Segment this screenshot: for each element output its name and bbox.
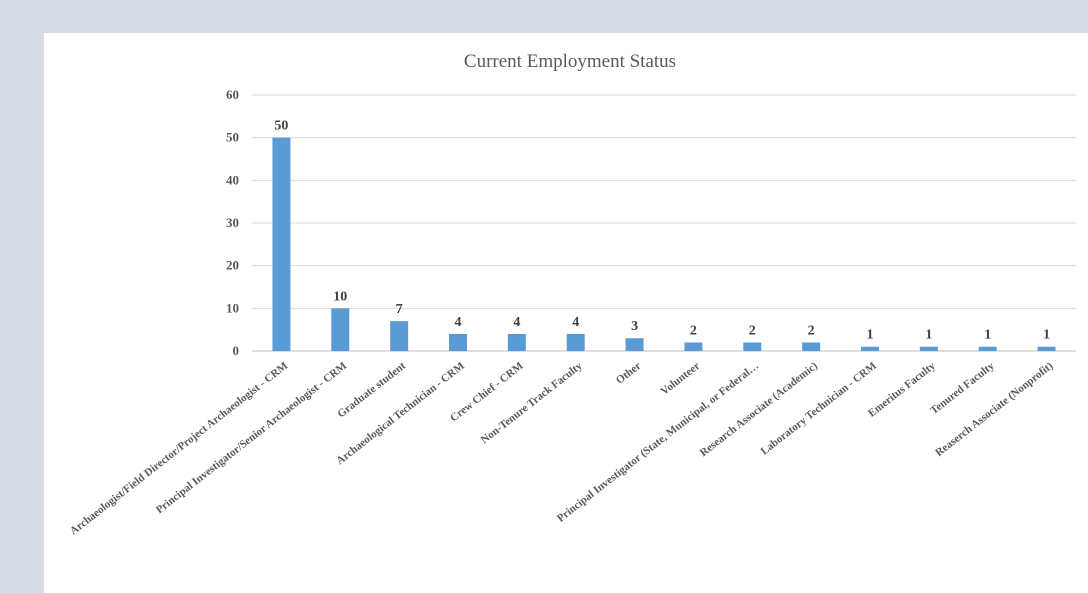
bar <box>1037 346 1056 351</box>
bar <box>919 346 938 351</box>
data-label: 4 <box>513 315 520 330</box>
y-tick-label: 40 <box>226 172 239 187</box>
data-label: 2 <box>749 323 756 338</box>
bar-chart: Current Employment Status 0102030405060 … <box>68 51 1076 538</box>
data-label: 7 <box>396 302 403 317</box>
bar <box>802 342 821 351</box>
x-tick-label: Archaeological Technician - CRM <box>334 360 467 468</box>
bars <box>272 137 1056 351</box>
bar <box>449 333 467 351</box>
bar <box>684 342 703 351</box>
bar <box>978 346 997 351</box>
x-tick-label: Other <box>614 360 644 387</box>
data-labels: 50 10 7 4 4 4 3 2 2 2 1 1 1 1 <box>274 119 1050 343</box>
y-tick-label: 30 <box>226 215 239 230</box>
bar <box>861 346 879 351</box>
x-tick-label: Archaeologist/Field Director/Project Arc… <box>68 360 291 538</box>
gridlines <box>252 94 1076 352</box>
data-label: 1 <box>925 328 932 343</box>
data-label: 50 <box>274 119 288 134</box>
bar <box>507 333 526 351</box>
data-label: 2 <box>808 323 815 338</box>
y-tick-label: 10 <box>226 300 239 315</box>
y-tick-label: 50 <box>226 130 239 145</box>
bar <box>743 342 762 351</box>
x-tick-label: Principal Investigator (State, Municipal… <box>555 360 761 525</box>
data-label: 1 <box>867 328 874 343</box>
chart-title: Current Employment Status <box>464 51 676 72</box>
bar <box>390 321 409 351</box>
data-label: 4 <box>455 315 462 330</box>
x-tick-label: Laboratory Technician - CRM <box>759 360 880 458</box>
y-tick-label: 60 <box>226 87 239 102</box>
data-label: 10 <box>333 289 347 304</box>
y-tick-label: 0 <box>233 343 240 358</box>
x-tick-label: Research Associate (Academic) <box>698 360 821 459</box>
data-label: 2 <box>690 323 697 338</box>
x-tick-label: Reaserch Associate (Nonprofit) <box>933 360 1055 459</box>
data-label: 3 <box>631 319 638 334</box>
y-tick-label: 20 <box>226 258 239 273</box>
data-label: 1 <box>984 328 991 343</box>
data-label: 1 <box>1043 328 1050 343</box>
bar <box>331 308 350 351</box>
data-label: 4 <box>572 315 579 330</box>
x-tick-label: Non-Tenure Track Faculty <box>479 360 585 447</box>
bar <box>272 137 291 351</box>
chart-panel: Current Employment Status 0 10 20 30 40 50 60 … <box>44 33 1088 593</box>
y-axis-ticks: 0 10 20 30 40 50 60 <box>226 87 239 358</box>
bar <box>625 338 644 351</box>
x-tick-label: Volunteer <box>659 360 703 398</box>
bar <box>566 333 585 351</box>
x-axis-ticks: Archaeologist/Field Director/Project Arc… <box>68 360 1056 538</box>
